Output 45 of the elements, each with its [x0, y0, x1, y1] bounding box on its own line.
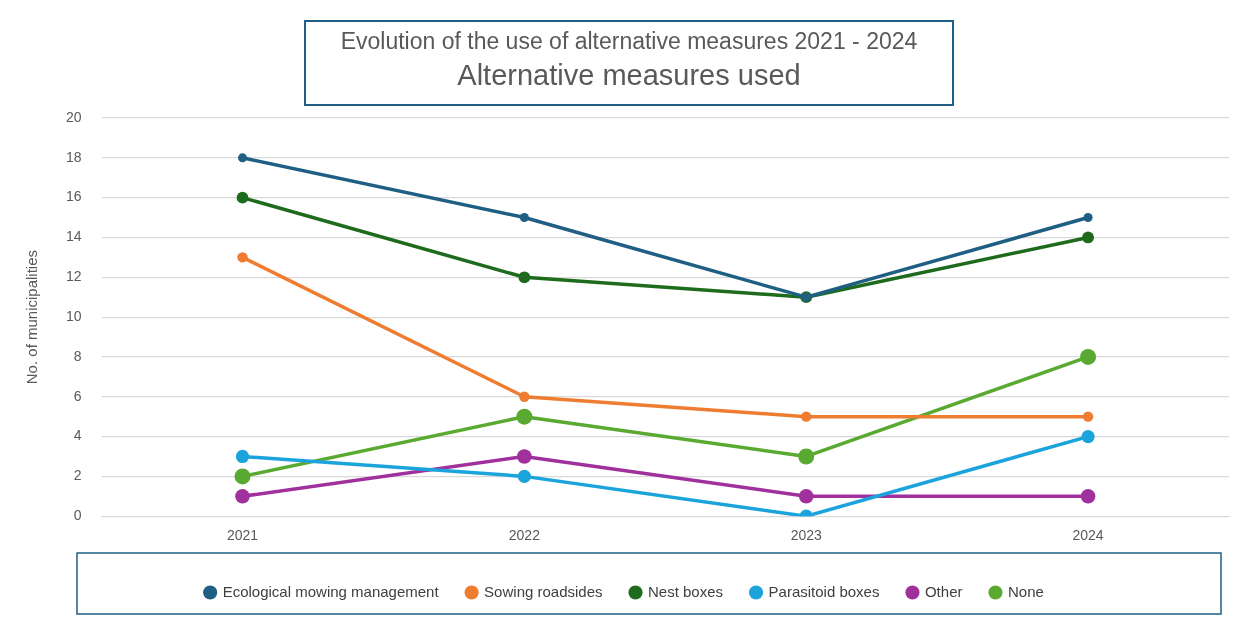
point	[1080, 348, 1097, 365]
point	[798, 488, 814, 504]
point	[1083, 213, 1093, 223]
y-tick-label: 14	[65, 228, 82, 245]
y-tick-label: 8	[73, 347, 82, 364]
x-tick-label: 2021	[226, 527, 259, 544]
point	[1080, 488, 1096, 504]
point	[234, 468, 251, 485]
point	[516, 408, 533, 425]
point	[517, 469, 531, 483]
point	[801, 411, 812, 422]
x-tick-label: 2023	[790, 527, 822, 544]
y-tick-label: 4	[73, 427, 82, 444]
y-tick-label: 12	[65, 268, 82, 285]
point	[235, 449, 250, 464]
legend-label: Nest boxes	[648, 582, 724, 600]
legend-label: Sowing roadsides	[484, 582, 603, 600]
point	[1082, 411, 1094, 422]
point	[236, 191, 249, 204]
y-tick-label: 10	[65, 307, 82, 324]
legend-label: Parasitoid boxes	[768, 582, 880, 600]
chart-subtitle: Alternative measures used	[456, 59, 802, 92]
legend-label: Other	[924, 582, 963, 600]
y-tick-label: 2	[73, 467, 82, 484]
point	[1082, 231, 1094, 244]
point	[517, 449, 532, 464]
point	[237, 252, 248, 263]
y-tick-label: 0	[73, 507, 82, 524]
point	[235, 488, 250, 504]
chart-title: Evolution of the use of alternative measures 2021 - 2024	[339, 28, 919, 55]
y-axis-title: No. of municipalities	[23, 249, 41, 385]
y-tick-label: 18	[65, 148, 82, 165]
legend-label: Ecological mowing management	[222, 582, 440, 600]
point	[238, 153, 247, 163]
y-tick-label: 20	[65, 108, 82, 125]
point	[798, 448, 815, 465]
y-tick-label: 6	[73, 387, 82, 404]
y-tick-label: 16	[65, 188, 82, 205]
x-tick-label: 2022	[508, 527, 541, 544]
point	[518, 271, 531, 284]
x-tick-label: 2024	[1072, 527, 1104, 544]
point	[1081, 429, 1095, 444]
point	[519, 213, 529, 223]
point	[519, 391, 530, 402]
legend-label: None	[1007, 582, 1044, 600]
